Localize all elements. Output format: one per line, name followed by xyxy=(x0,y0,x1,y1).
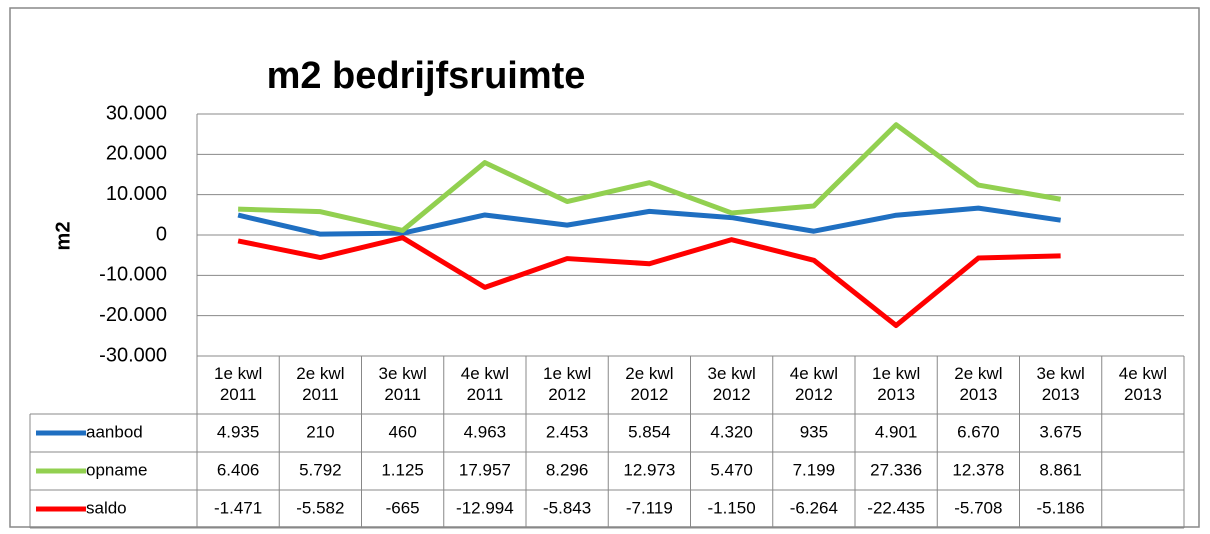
chart-frame xyxy=(9,7,1200,528)
x-tick-label: 3e kwl 2011 xyxy=(379,364,427,404)
legend-label: saldo xyxy=(86,498,127,517)
y-tick-label: 30.000 xyxy=(106,102,167,124)
data-label: 12.973 xyxy=(623,460,675,479)
x-tick-label: 4e kwl 2013 xyxy=(1119,364,1167,404)
x-tick-label: 4e kwl 2012 xyxy=(790,364,838,404)
data-label: -5.708 xyxy=(954,498,1002,517)
data-label: -22.435 xyxy=(867,498,925,517)
data-label: -5.186 xyxy=(1037,498,1085,517)
data-label: 4.935 xyxy=(217,422,260,441)
x-tick-label: 2e kwl 2012 xyxy=(625,364,673,404)
data-label: -1.471 xyxy=(214,498,262,517)
y-tick-label: -30.000 xyxy=(99,344,167,366)
data-label: 5.470 xyxy=(710,460,753,479)
x-tick-label: 2e kwl 2011 xyxy=(296,364,344,404)
series-line xyxy=(237,235,1061,328)
y-tick-label: 10.000 xyxy=(106,183,167,205)
y-tick-label: -10.000 xyxy=(99,264,167,286)
x-tick-label: 4e kwl 2011 xyxy=(461,364,509,404)
data-label: 8.861 xyxy=(1039,460,1082,479)
data-label: 27.336 xyxy=(870,460,922,479)
data-label: -6.264 xyxy=(790,498,838,517)
data-label: 1.125 xyxy=(381,460,424,479)
x-tick-label: 1e kwl 2012 xyxy=(543,364,591,404)
legend-label: aanbod xyxy=(86,422,143,441)
legend-label: opname xyxy=(86,460,147,479)
data-label: 210 xyxy=(306,422,334,441)
data-label: 935 xyxy=(800,422,828,441)
data-label: 7.199 xyxy=(793,460,836,479)
data-label: 17.957 xyxy=(459,460,511,479)
data-label: 6.406 xyxy=(217,460,260,479)
data-label: -7.119 xyxy=(626,498,673,517)
data-label: 6.670 xyxy=(957,422,1000,441)
y-tick-label: 20.000 xyxy=(106,143,167,165)
data-label: 4.320 xyxy=(710,422,753,441)
series-line xyxy=(237,205,1061,237)
data-label: 8.296 xyxy=(546,460,589,479)
y-axis-label: m2 xyxy=(52,222,74,251)
x-tick-label: 3e kwl 2012 xyxy=(708,364,756,404)
data-label: -665 xyxy=(386,498,420,517)
data-label: 12.378 xyxy=(952,460,1004,479)
x-tick-label: 3e kwl 2013 xyxy=(1037,364,1085,404)
data-label: 4.963 xyxy=(464,422,507,441)
series-line xyxy=(238,122,1062,233)
data-label: 2.453 xyxy=(546,422,589,441)
data-label: -12.994 xyxy=(456,498,514,517)
x-tick-label: 2e kwl 2013 xyxy=(954,364,1002,404)
data-label: 460 xyxy=(388,422,416,441)
y-tick-label: 0 xyxy=(156,223,167,245)
data-label: -1.150 xyxy=(708,498,756,517)
data-label: 5.792 xyxy=(299,460,342,479)
y-tick-label: -20.000 xyxy=(99,304,167,326)
data-label: -5.582 xyxy=(296,498,344,517)
chart-title: m2 bedrijfsruimte xyxy=(267,55,586,97)
data-label: 4.901 xyxy=(875,422,918,441)
data-label: 3.675 xyxy=(1039,422,1082,441)
data-label: -5.843 xyxy=(543,498,591,517)
x-tick-label: 1e kwl 2011 xyxy=(214,364,262,404)
data-label: 5.854 xyxy=(628,422,671,441)
x-tick-label: 1e kwl 2013 xyxy=(872,364,920,404)
